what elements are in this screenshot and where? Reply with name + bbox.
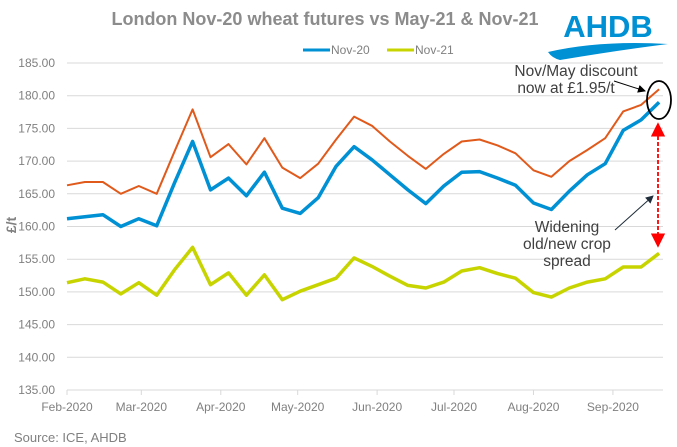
x-tick-label: Mar-2020 bbox=[116, 400, 168, 414]
x-tick-label: Apr-2020 bbox=[196, 400, 246, 414]
annotation-line: spread bbox=[543, 253, 590, 270]
y-tick-label: 180.00 bbox=[18, 89, 55, 103]
y-tick-label: 145.00 bbox=[18, 318, 55, 332]
series-line-nov-20 bbox=[66, 100, 661, 229]
y-tick-label: 175.00 bbox=[18, 121, 55, 135]
highlight-ellipse bbox=[646, 80, 672, 120]
series-line-nov-21 bbox=[66, 245, 661, 302]
ahdb-logo: AHDB bbox=[548, 9, 668, 60]
chart-title: London Nov-20 wheat futures vs May-21 & … bbox=[111, 9, 538, 29]
legend-label: Nov-21 bbox=[415, 43, 454, 57]
y-tick-label: 155.00 bbox=[18, 252, 55, 266]
y-axis-label: £/t bbox=[3, 216, 19, 233]
annotation-line: now at £1.95/t bbox=[517, 80, 615, 97]
annotation-line: Nov/May discount bbox=[514, 63, 638, 80]
y-tick-label: 170.00 bbox=[18, 154, 55, 168]
y-tick-label: 150.00 bbox=[18, 285, 55, 299]
annotation-line: Widening bbox=[535, 219, 600, 236]
x-tick-label: May-2020 bbox=[271, 400, 325, 414]
logo-text: AHDB bbox=[563, 9, 653, 44]
y-tick-label: 140.00 bbox=[18, 350, 55, 364]
source-note: Source: ICE, AHDB bbox=[14, 430, 127, 445]
x-tick-label: Jul-2020 bbox=[431, 400, 477, 414]
x-tick-label: Jun-2020 bbox=[352, 400, 402, 414]
y-tick-label: 165.00 bbox=[18, 187, 55, 201]
annotation-line: old/new crop bbox=[523, 236, 611, 253]
x-tick-label: Sep-2020 bbox=[587, 400, 639, 414]
y-tick-label: 185.00 bbox=[18, 56, 55, 70]
annotation-discount: Nov/May discount now at £1.95/t bbox=[514, 63, 672, 120]
legend-label: Nov-20 bbox=[331, 43, 370, 57]
annotation-arrow bbox=[613, 80, 646, 93]
x-tick-label: Feb-2020 bbox=[41, 400, 93, 414]
y-tick-label: 135.00 bbox=[18, 383, 55, 397]
annotation-arrow bbox=[614, 195, 654, 231]
series-line-unnamed bbox=[66, 88, 660, 195]
x-tick-label: Aug-2020 bbox=[507, 400, 559, 414]
annotation-spread: Widening old/new crop spread bbox=[523, 195, 654, 270]
y-tick-label: 160.00 bbox=[18, 220, 55, 234]
legend: Nov-20 Nov-21 bbox=[303, 43, 454, 57]
